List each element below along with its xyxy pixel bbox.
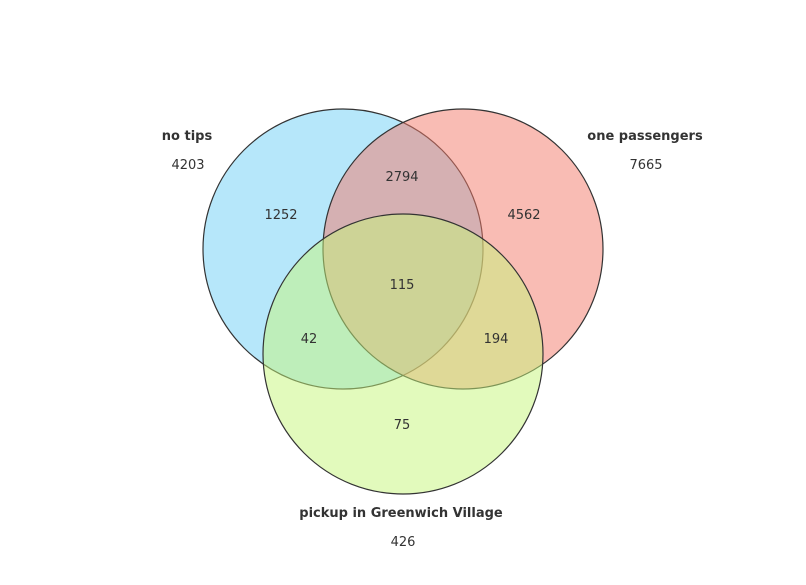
region-count-all-three: 115 [390,278,415,293]
set-label-no-tips: no tips [162,129,213,144]
set-label-pickup-greenwich: pickup in Greenwich Village [299,506,503,521]
region-count-no-tips-one-passengers: 2794 [385,170,418,185]
set-total-pickup-greenwich: 426 [391,535,416,550]
region-count-pickup-only: 75 [394,418,411,433]
region-count-no-tips-pickup: 42 [301,332,318,347]
set-total-one-passengers: 7665 [629,158,662,173]
set-circle-pickup-greenwich [262,213,544,495]
circles-layer [202,108,604,495]
region-count-one-passengers-only: 4562 [507,208,540,223]
set-total-no-tips: 4203 [171,158,204,173]
set-label-one-passengers: one passengers [587,129,703,144]
region-count-no-tips-only: 1252 [264,208,297,223]
region-count-one-passengers-pickup: 194 [484,332,509,347]
